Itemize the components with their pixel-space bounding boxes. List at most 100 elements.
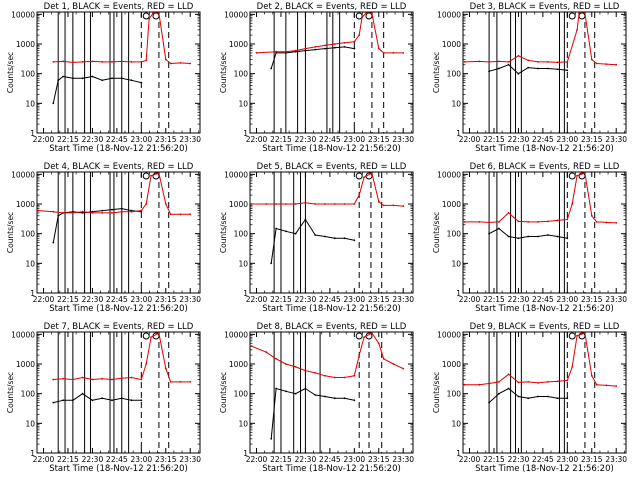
y-tick-label: 1: [30, 449, 35, 458]
events-point: [140, 81, 143, 84]
lld-point: [498, 221, 500, 223]
y-tick-label: 10: [25, 419, 35, 428]
x-tick-label: 22:15: [483, 135, 505, 144]
lld-point: [527, 221, 530, 223]
y-axis-label: Counts/sec: [219, 372, 228, 413]
events-point: [353, 47, 356, 50]
series-lld-line: [251, 172, 404, 207]
lld-point: [91, 212, 94, 214]
lld-point: [101, 377, 104, 380]
events-point: [488, 232, 490, 235]
x-tick-label: 22:30: [295, 135, 317, 144]
lld-point: [164, 58, 167, 61]
events-point: [140, 399, 143, 402]
lld-point: [615, 63, 618, 66]
top-arc-marker: [355, 332, 363, 340]
lld-point: [402, 52, 405, 54]
lld-point: [527, 381, 530, 383]
y-axis-label: Counts/sec: [432, 52, 441, 93]
events-point: [270, 262, 273, 265]
x-tick-label: 22:00: [246, 295, 268, 304]
lld-point: [189, 62, 192, 65]
lld-point: [590, 214, 593, 217]
x-tick-label: 22:15: [483, 295, 505, 304]
events-point: [324, 235, 326, 238]
lld-point: [566, 61, 569, 63]
lld-point: [615, 222, 618, 224]
lld-point: [358, 194, 361, 197]
lld-point: [111, 212, 113, 214]
lld-point: [371, 332, 373, 334]
y-tick-label: 10000: [224, 330, 248, 339]
x-tick-label: 23:30: [179, 295, 201, 304]
lld-point: [584, 12, 586, 15]
lld-point: [463, 221, 466, 223]
events-point: [285, 230, 287, 233]
x-tick-label: 23:30: [179, 455, 201, 464]
events-point: [343, 46, 346, 48]
lld-point: [314, 203, 317, 205]
lld-point: [120, 210, 123, 213]
lld-point: [584, 172, 586, 175]
events-point: [304, 218, 307, 221]
top-arc-marker: [355, 172, 363, 180]
events-point: [314, 234, 317, 236]
lld-point: [91, 60, 94, 63]
x-tick-label: 23:15: [581, 455, 603, 464]
x-tick-label: 22:00: [459, 455, 481, 464]
lld-point: [333, 203, 336, 205]
lld-point: [158, 332, 160, 334]
panel-det-7: Det 7, BLACK = Events, RED = LLD 1 10 100 10…: [6, 322, 201, 474]
lld-point: [507, 212, 510, 214]
events-point: [275, 387, 277, 390]
lld-point: [265, 203, 268, 205]
plot-frame: [462, 331, 627, 454]
events-point: [304, 49, 307, 52]
lld-point: [275, 50, 277, 53]
y-tick-label: 1: [30, 129, 35, 138]
x-tick-label: 22:15: [57, 135, 79, 144]
lld-point: [595, 62, 598, 65]
series-events-line: [488, 64, 568, 75]
events-point: [130, 79, 133, 82]
lld-point: [140, 209, 143, 212]
events-point: [314, 48, 317, 51]
events-point: [333, 237, 336, 240]
lld-point: [52, 378, 55, 381]
x-tick-label: 22:30: [82, 135, 104, 144]
lld-point: [285, 203, 287, 205]
lld-point: [507, 373, 510, 376]
series-events-line: [52, 208, 142, 243]
lld-point: [377, 200, 380, 203]
series-events-line: [270, 388, 355, 439]
events-point: [57, 214, 60, 217]
y-axis-label: Counts/sec: [432, 372, 441, 413]
x-tick-label: 22:45: [532, 455, 554, 464]
x-tick-label: 22:15: [270, 135, 292, 144]
lld-point: [152, 12, 155, 15]
lld-point: [576, 334, 578, 337]
x-tick-label: 23:15: [155, 135, 177, 144]
top-arc-marker: [152, 12, 160, 20]
plot-frame: [36, 331, 201, 454]
plot-frame: [249, 331, 414, 454]
lld-point: [353, 374, 356, 377]
plot-frame: [249, 171, 414, 294]
lld-point: [255, 52, 258, 54]
events-point: [566, 397, 569, 400]
lld-point: [333, 376, 336, 379]
y-tick-label: 1000: [16, 200, 35, 209]
events-point: [285, 390, 287, 393]
lld-point: [488, 221, 490, 224]
lld-point: [111, 61, 113, 63]
x-tick-label: 22:00: [33, 455, 55, 464]
lld-point: [130, 210, 133, 213]
lld-point: [314, 372, 317, 374]
lld-point: [294, 366, 297, 368]
lld-point: [304, 47, 307, 50]
x-tick-label: 23:00: [344, 295, 366, 304]
lld-point: [498, 60, 500, 63]
top-arc-marker: [142, 12, 150, 20]
series-events-line: [270, 219, 355, 264]
events-point: [270, 67, 273, 70]
